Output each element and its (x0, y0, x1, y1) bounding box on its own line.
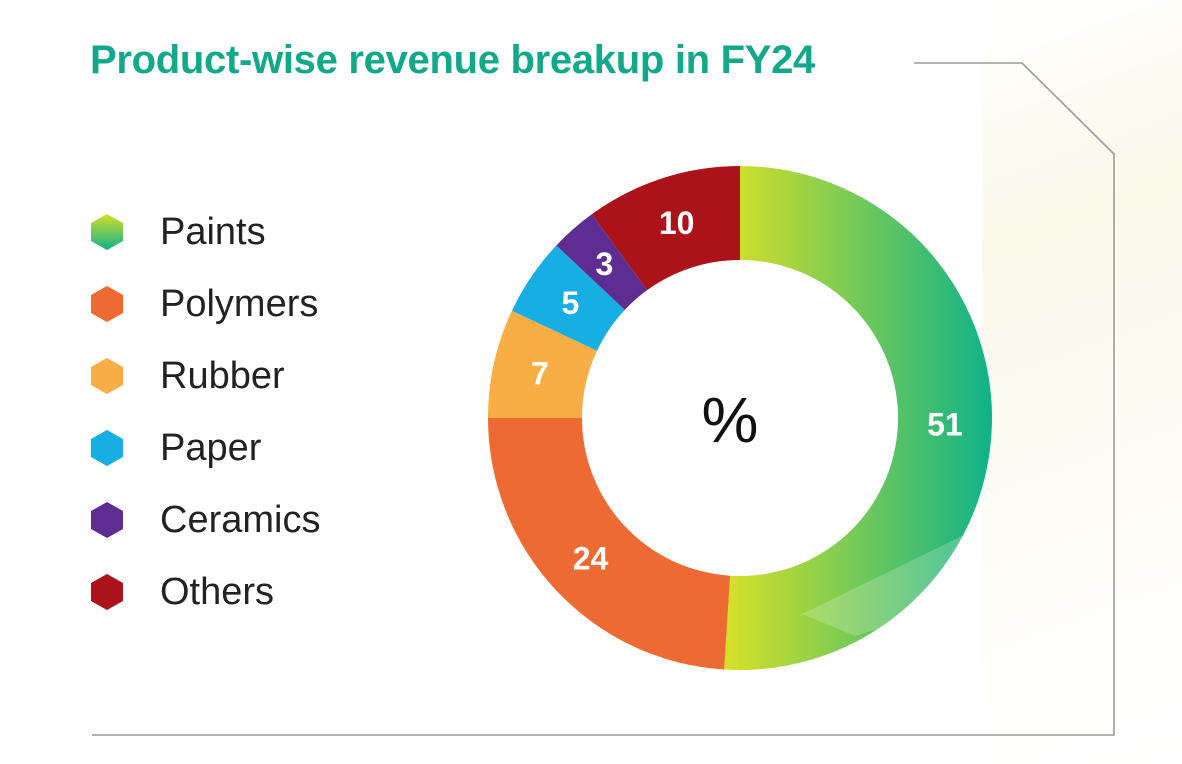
chart-legend: Paints Polymers Rubber Paper Ceramics Others (88, 196, 320, 628)
slice-rubber (488, 310, 598, 418)
legend-item-ceramics: Ceramics (88, 484, 320, 556)
hexagon-marker-icon (91, 286, 123, 322)
legend-label: Others (160, 570, 275, 613)
highlight-shape (802, 536, 962, 636)
legend-label: Paper (160, 426, 262, 469)
slice-paints (724, 166, 992, 670)
hexagon-marker-icon (91, 430, 123, 466)
center-label: % (702, 384, 759, 456)
slice-label-paper: 5 (562, 285, 580, 321)
slice-label-rubber: 7 (531, 355, 549, 391)
legend-item-polymers: Polymers (88, 268, 320, 340)
slice-ceramics (556, 214, 648, 310)
legend-item-paper: Paper (88, 412, 320, 484)
background-decoration (982, 0, 1182, 764)
legend-label: Polymers (160, 282, 319, 325)
legend-label: Ceramics (160, 498, 321, 541)
legend-item-paints: Paints (88, 196, 320, 268)
hexagon-marker-icon (91, 574, 123, 610)
hexagon-marker-icon (91, 214, 123, 250)
legend-item-rubber: Rubber (88, 340, 320, 412)
slice-others (591, 166, 740, 291)
legend-item-others: Others (88, 556, 320, 628)
hexagon-marker-icon (91, 502, 123, 538)
chart-title: Product-wise revenue breakup in FY24 (90, 38, 815, 82)
slice-label-polymers: 24 (573, 540, 609, 576)
slice-paper (511, 245, 625, 351)
slice-polymers (488, 418, 731, 670)
legend-label: Rubber (160, 354, 285, 397)
slice-label-ceramics: 3 (596, 246, 614, 282)
hexagon-marker-icon (91, 358, 123, 394)
slice-label-others: 10 (659, 205, 695, 241)
slice-label-paints: 51 (927, 406, 963, 442)
legend-label: Paints (160, 210, 266, 253)
